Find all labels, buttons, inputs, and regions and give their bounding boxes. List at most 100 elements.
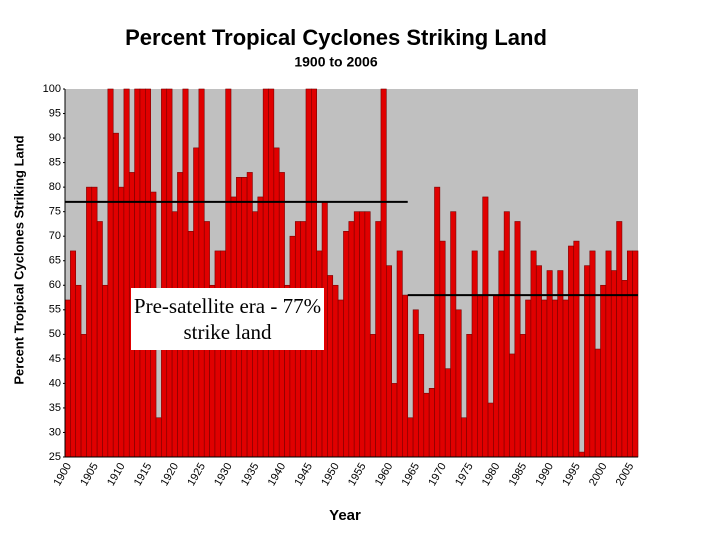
y-tick-label: 65 (49, 255, 61, 267)
bar (519, 334, 526, 458)
bar (118, 186, 125, 458)
bar (487, 402, 494, 458)
bar (134, 88, 141, 458)
bar (605, 250, 612, 458)
bar (391, 383, 398, 458)
x-tick-label: 1955 (346, 461, 369, 488)
bar (525, 299, 532, 458)
bar (182, 88, 189, 458)
bar (369, 334, 376, 458)
bar (412, 309, 419, 458)
y-tick-label: 45 (49, 353, 61, 365)
x-tick-label: 1935 (239, 461, 262, 488)
bar (145, 88, 151, 458)
x-tick-label: 1965 (400, 461, 423, 488)
bar (332, 284, 339, 458)
bar (450, 211, 457, 458)
bar (96, 221, 103, 458)
bar (460, 417, 467, 458)
x-tick-label: 2005 (614, 461, 637, 488)
bar (161, 88, 168, 458)
x-tick-label: 1930 (212, 461, 235, 488)
bar (477, 294, 484, 458)
bar (616, 221, 623, 458)
y-tick-label: 80 (49, 181, 61, 193)
bar (444, 368, 451, 458)
bar (439, 240, 446, 458)
bar (348, 221, 355, 458)
bar (552, 299, 558, 458)
bar (225, 88, 232, 458)
x-tick-label: 1995 (560, 461, 583, 488)
bar (455, 309, 462, 458)
x-tick-label: 1915 (132, 461, 155, 488)
bar (396, 250, 403, 458)
y-tick-label: 75 (49, 206, 61, 218)
bar (562, 299, 569, 458)
x-axis-label: Year (329, 507, 361, 524)
bar (337, 299, 344, 458)
bar (359, 211, 366, 458)
y-tick-label: 55 (49, 304, 61, 316)
bar (546, 270, 553, 458)
bar (594, 348, 601, 458)
bar (343, 230, 350, 458)
bar (509, 353, 516, 458)
bar (364, 211, 371, 458)
bar (471, 250, 478, 458)
x-tick-label: 1960 (373, 461, 396, 488)
bar (305, 88, 312, 458)
x-tick-label: 2000 (587, 461, 610, 488)
bar (70, 250, 77, 458)
y-axis-label: Percent Tropical Cyclones Striking Land (11, 135, 26, 384)
y-tick-label: 85 (49, 157, 61, 169)
x-tick-label: 1980 (480, 461, 503, 488)
y-tick-label: 35 (49, 402, 61, 414)
y-tick-label: 40 (49, 377, 61, 389)
x-tick-label: 1920 (159, 461, 182, 488)
bar (428, 388, 435, 458)
bar (375, 221, 382, 458)
bar (482, 196, 489, 458)
bar (64, 299, 71, 458)
x-tick-label: 1975 (453, 461, 476, 488)
bar (610, 270, 617, 458)
bar (75, 284, 82, 458)
y-tick-label: 30 (49, 426, 61, 438)
bar (214, 250, 221, 458)
y-tick-label: 70 (49, 230, 61, 242)
x-tick-label: 1985 (507, 461, 530, 488)
bar (327, 275, 334, 458)
bar (198, 88, 205, 458)
bar (386, 265, 392, 458)
bar (621, 280, 628, 458)
bar (632, 250, 639, 458)
y-tick-label: 95 (49, 107, 61, 119)
bar (316, 250, 323, 458)
y-tick-label: 25 (49, 451, 61, 463)
bar (262, 88, 269, 458)
bar (541, 299, 548, 458)
y-tick-label: 50 (49, 328, 61, 340)
chart-title: Percent Tropical Cyclones Striking Land (125, 25, 547, 50)
bar (107, 88, 114, 458)
x-tick-label: 1900 (51, 461, 74, 488)
bar (418, 334, 425, 458)
bar (91, 186, 98, 458)
bar (102, 284, 109, 458)
bar (219, 250, 226, 458)
x-tick-label: 1925 (185, 461, 208, 488)
bar (86, 186, 93, 458)
bar (80, 334, 87, 458)
bar (493, 294, 500, 458)
bar (503, 211, 510, 458)
x-tick-label: 1910 (105, 461, 128, 488)
bar (112, 132, 119, 458)
bar (166, 88, 173, 458)
y-tick-label: 100 (43, 83, 61, 95)
y-tick-label: 60 (49, 279, 61, 291)
chart-subtitle: 1900 to 2006 (294, 54, 377, 70)
bar (466, 334, 473, 458)
